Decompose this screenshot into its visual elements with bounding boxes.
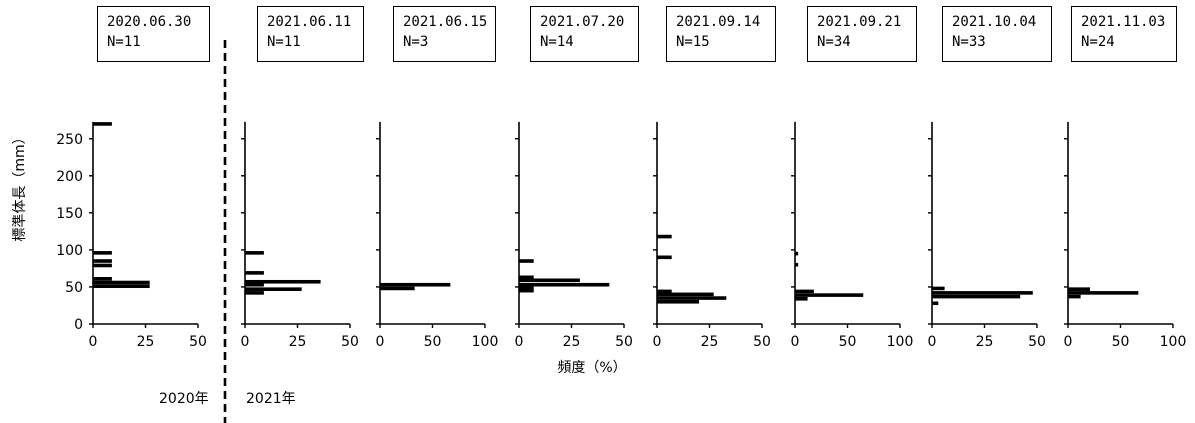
panel-sample-size: N=11	[267, 34, 301, 50]
y-axis-title: 標準体長（mm）	[12, 130, 28, 241]
x-axis-title: 頻度（%）	[557, 360, 626, 376]
x-tick-label: 25	[976, 334, 994, 350]
x-tick-label: 0	[376, 334, 385, 350]
y-tick-label: 250	[56, 132, 83, 148]
frequency-bar	[519, 282, 610, 287]
y-tick-label: 100	[56, 243, 83, 259]
x-tick-label: 100	[887, 334, 914, 350]
panel-sample-size: N=24	[1081, 34, 1115, 50]
frequency-bar	[245, 251, 264, 255]
frequency-bar	[93, 280, 150, 285]
frequency-bar	[1068, 291, 1139, 295]
panel-header: 2021.10.04 N=33	[942, 6, 1052, 62]
year-label-2021: 2021年	[246, 391, 296, 407]
frequency-bar	[657, 255, 672, 260]
frequency-bar	[519, 285, 534, 290]
panel-sample-size: N=14	[540, 34, 574, 50]
frequency-bar	[795, 293, 864, 297]
frequency-bar	[657, 292, 714, 297]
frequency-bar	[1068, 294, 1081, 299]
x-tick-label: 0	[89, 334, 98, 350]
frequency-bar	[657, 289, 672, 294]
frequency-bar	[93, 251, 112, 255]
panel-header: 2020.06.30 N=11	[97, 6, 210, 62]
panel-date: 2020.06.30	[107, 14, 192, 30]
x-tick-label: 25	[701, 334, 719, 350]
frequency-bar	[93, 284, 150, 289]
panel-date: 2021.06.11	[267, 14, 352, 30]
y-tick-label: 0	[74, 317, 83, 333]
frequency-bar	[245, 271, 264, 275]
panel-date: 2021.09.21	[817, 14, 902, 30]
x-tick-label: 25	[137, 334, 155, 350]
panel-date: 2021.10.04	[952, 14, 1037, 30]
x-tick-label: 50	[189, 334, 207, 350]
frequency-bar	[795, 262, 799, 267]
frequency-bar	[245, 282, 264, 287]
frequency-bar	[932, 291, 1033, 295]
frequency-bar	[519, 275, 534, 280]
frequency-bar	[519, 278, 580, 283]
x-tick-label: 25	[289, 334, 307, 350]
panel-sample-size: N=34	[817, 34, 851, 50]
frequency-bar	[657, 299, 699, 304]
panel-date: 2021.09.14	[676, 14, 761, 30]
frequency-bar	[932, 301, 939, 306]
frequency-bar	[519, 259, 534, 263]
x-tick-label: 25	[563, 334, 581, 350]
frequency-bar	[93, 276, 112, 281]
x-tick-label: 0	[653, 334, 662, 350]
x-tick-label: 0	[1064, 334, 1073, 350]
x-tick-label: 50	[1028, 334, 1046, 350]
year-label-2020: 2020年	[159, 391, 209, 407]
x-tick-label: 0	[791, 334, 800, 350]
panel-header: 2021.06.11 N=11	[257, 6, 364, 62]
x-tick-label: 50	[839, 334, 857, 350]
x-tick-label: 50	[341, 334, 359, 350]
y-tick-label: 150	[56, 206, 83, 222]
frequency-bar	[93, 259, 112, 263]
y-tick-label: 200	[56, 169, 83, 185]
panel-header: 2021.09.21 N=34	[807, 6, 917, 62]
frequency-bar	[93, 122, 112, 126]
frequency-bar	[380, 282, 451, 287]
y-tick-label: 50	[65, 280, 83, 296]
x-tick-label: 0	[515, 334, 524, 350]
frequency-bar	[245, 291, 264, 295]
frequency-bar	[245, 287, 302, 291]
panel-sample-size: N=11	[107, 34, 141, 50]
x-tick-label: 50	[424, 334, 442, 350]
frequency-bar	[795, 251, 799, 256]
panel-header: 2021.07.20 N=14	[530, 6, 639, 62]
panel-header: 2021.09.14 N=15	[666, 6, 776, 62]
frequency-bar	[657, 296, 727, 300]
x-tick-label: 100	[1160, 334, 1187, 350]
frequency-bar	[932, 294, 1021, 299]
frequency-bar	[380, 286, 415, 291]
panel-date: 2021.11.03	[1081, 14, 1166, 30]
x-tick-label: 50	[753, 334, 771, 350]
x-tick-label: 50	[615, 334, 633, 350]
frequency-bar	[245, 279, 321, 284]
x-tick-label: 50	[1112, 334, 1130, 350]
panel-sample-size: N=15	[676, 34, 710, 50]
frequency-bar	[795, 289, 814, 294]
x-tick-label: 0	[928, 334, 937, 350]
frequency-bar	[932, 286, 945, 291]
frequency-bar	[657, 234, 672, 239]
frequency-bar	[795, 297, 808, 301]
panel-date: 2021.06.15	[403, 14, 488, 30]
frequency-bar	[93, 263, 112, 268]
frequency-bar	[1068, 287, 1091, 291]
panel-sample-size: N=3	[403, 34, 429, 50]
frequency-bar	[519, 288, 534, 293]
x-tick-label: 0	[241, 334, 250, 350]
panel-sample-size: N=33	[952, 34, 986, 50]
x-tick-label: 100	[472, 334, 499, 350]
panel-date: 2021.07.20	[540, 14, 625, 30]
panel-header: 2021.11.03 N=24	[1071, 6, 1177, 62]
panel-header: 2021.06.15 N=3	[393, 6, 496, 62]
